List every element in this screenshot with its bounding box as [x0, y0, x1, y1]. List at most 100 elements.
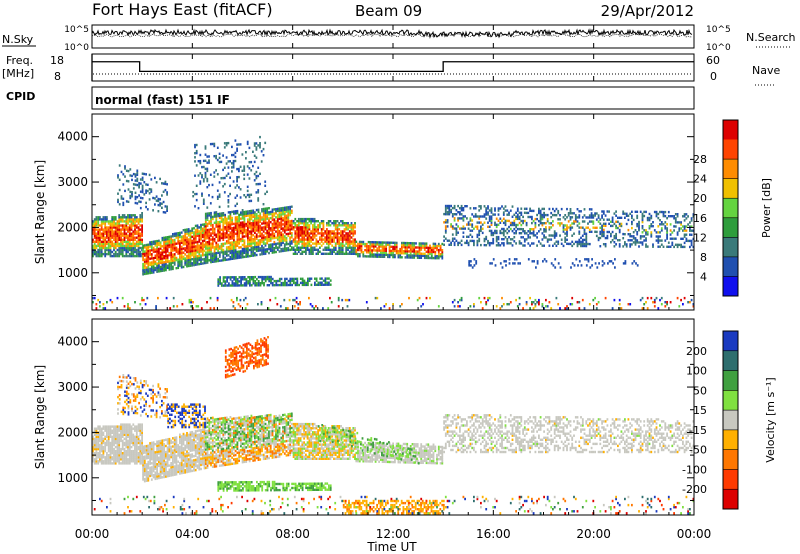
data-pixel [253, 160, 256, 164]
data-pixel [529, 215, 531, 219]
data-pixel [550, 216, 553, 219]
data-pixel [186, 263, 188, 266]
data-pixel [161, 251, 164, 254]
data-pixel [341, 248, 344, 251]
data-pixel [560, 238, 563, 241]
data-pixel [541, 244, 544, 247]
data-pixel [156, 252, 158, 255]
data-pixel [543, 234, 545, 237]
data-pixel [229, 176, 231, 179]
data-pixel [285, 243, 288, 246]
data-pixel [125, 252, 128, 256]
data-pixel [529, 232, 531, 235]
data-pixel [196, 261, 199, 264]
data-pixel [262, 154, 265, 157]
data-pixel [329, 224, 332, 227]
data-pixel [301, 252, 304, 255]
nsearch-tick-bottom: 10^0 [706, 43, 731, 53]
data-pixel [161, 238, 164, 242]
data-pixel [223, 142, 226, 145]
data-pixel [583, 208, 586, 211]
data-pixel [95, 232, 98, 235]
data-pixel [559, 222, 561, 225]
data-pixel [173, 259, 176, 262]
data-pixel [92, 238, 94, 241]
data-pixel [188, 298, 191, 302]
data-pixel [134, 236, 136, 239]
data-pixel [172, 261, 174, 264]
data-pixel [97, 441, 100, 445]
data-pixel [357, 255, 359, 258]
data-pixel [689, 227, 691, 230]
data-pixel [296, 277, 299, 280]
data-pixel [430, 256, 433, 260]
data-pixel [226, 276, 228, 279]
data-pixel [97, 242, 100, 246]
data-pixel [113, 246, 115, 250]
data-pixel [211, 232, 214, 235]
data-pixel [578, 260, 581, 263]
data-pixel [553, 242, 556, 245]
data-pixel [123, 427, 126, 430]
data-pixel [372, 241, 375, 244]
data-pixel [211, 215, 214, 219]
data-pixel [652, 243, 654, 246]
data-pixel [134, 250, 136, 254]
data-pixel [283, 216, 286, 220]
data-pixel [641, 218, 644, 222]
data-pixel [320, 236, 323, 239]
data-pixel [632, 235, 635, 238]
data-pixel [201, 227, 204, 230]
data-pixel [131, 195, 133, 198]
data-pixel [369, 249, 372, 252]
nave-tick-top: 60 [706, 54, 720, 67]
data-pixel [154, 266, 157, 270]
data-pixel [383, 241, 386, 244]
data-pixel [204, 261, 207, 265]
data-pixel [95, 462, 98, 465]
data-pixel [227, 199, 230, 202]
data-pixel [333, 234, 335, 237]
data-pixel [120, 447, 122, 451]
data-pixel [156, 262, 158, 265]
data-pixel [290, 234, 293, 237]
data-pixel [469, 217, 472, 220]
data-pixel [247, 276, 250, 279]
data-pixel [213, 155, 216, 158]
data-pixel [231, 153, 233, 157]
data-pixel [576, 208, 579, 211]
data-pixel [201, 248, 204, 251]
data-pixel [204, 153, 207, 156]
data-pixel [371, 243, 373, 246]
data-pixel [317, 281, 320, 284]
data-pixel [95, 433, 98, 436]
data-pixel [624, 216, 626, 219]
data-pixel [264, 217, 267, 221]
data-pixel [476, 227, 479, 230]
data-pixel [149, 261, 151, 264]
data-pixel [262, 238, 265, 241]
data-pixel [123, 447, 126, 451]
data-pixel [161, 255, 164, 258]
data-pixel [196, 224, 199, 227]
data-pixel [215, 213, 218, 216]
data-pixel [317, 232, 319, 235]
data-pixel [587, 226, 589, 229]
data-pixel [222, 238, 225, 241]
data-pixel [606, 218, 609, 221]
data-pixel [494, 207, 496, 210]
data-pixel [575, 258, 578, 261]
data-pixel [199, 161, 202, 165]
data-pixel [92, 220, 94, 223]
data-pixel [120, 435, 122, 438]
data-pixel [319, 236, 321, 239]
data-pixel [238, 240, 240, 243]
data-pixel [499, 244, 502, 247]
data-pixel [427, 246, 430, 249]
data-pixel [236, 178, 238, 181]
data-pixel [271, 216, 274, 220]
data-pixel [200, 244, 202, 247]
data-pixel [190, 298, 193, 302]
data-pixel [253, 154, 256, 157]
data-pixel [571, 226, 574, 229]
